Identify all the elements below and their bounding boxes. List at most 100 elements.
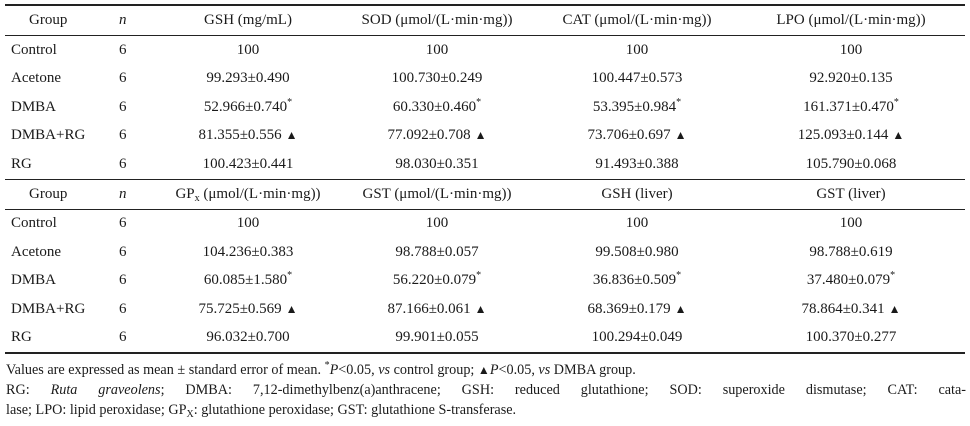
- cell-gst: 56.220±0.079*: [337, 267, 537, 296]
- footnote-text: lase; LPO: lipid peroxidase; GP: [6, 402, 187, 418]
- footnote-text: DMBA group.: [550, 362, 636, 378]
- cell-value: 73.706±0.697: [587, 127, 671, 144]
- cell-cat: 100.447±0.573: [591, 70, 683, 87]
- cell-gsh-liver: 100.294±0.049: [537, 323, 737, 354]
- table-row: Acetone 6 99.293±0.490 100.730±0.249 100…: [5, 65, 965, 94]
- cell-lpo: 161.371±0.470*: [737, 93, 965, 122]
- cell-value: 161.371±0.470: [803, 98, 894, 115]
- cell-gsh: 100.423±0.441: [202, 155, 294, 172]
- cell-value: 87.166±0.061: [387, 300, 471, 317]
- triangle-icon: ▲: [474, 301, 487, 316]
- footnote-text: RG:: [6, 382, 51, 398]
- vs-text: vs: [538, 362, 551, 378]
- cell-cat: 73.706±0.697 ▲: [537, 122, 737, 151]
- cell-value: 53.395±0.984: [592, 98, 677, 115]
- cell-n: 6: [119, 215, 127, 232]
- cell-n: 6: [119, 127, 127, 144]
- header-gsh-liver: GSH (liver): [537, 178, 737, 210]
- cell-gpx: 75.725±0.569 ▲: [159, 295, 337, 324]
- footnote-abbreviations: RG: Ruta graveolens; DMBA: 7,12-dimethyl…: [6, 380, 966, 400]
- p-symbol: P: [329, 362, 339, 378]
- footnote-text: ; DMBA: 7,12-dimethylbenz(a)anthracene; …: [160, 382, 966, 398]
- cell-gpx: 100: [236, 215, 260, 232]
- table-row: DMBA 6 52.966±0.740* 60.330±0.460* 53.39…: [5, 93, 965, 122]
- cell-gst-liver: 100: [839, 215, 863, 232]
- table-footnotes: Values are expressed as mean ± standard …: [5, 360, 966, 420]
- triangle-icon: ▲: [892, 128, 905, 143]
- header-sod: SOD (μmol/(L·min·mg)): [337, 4, 537, 36]
- footnote-text: : glutathione peroxidase; GST: glutathio…: [193, 402, 517, 418]
- cell-sod: 60.330±0.460*: [337, 93, 537, 122]
- cell-sod: 100: [425, 41, 449, 58]
- cell-gpx: 104.236±0.383: [202, 243, 294, 260]
- header-n: n: [117, 178, 159, 210]
- header-gst: GST (μmol/(L·min·mg)): [337, 178, 537, 210]
- cell-group: DMBA+RG: [11, 127, 86, 144]
- header-group: Group: [5, 178, 117, 210]
- cell-group: RG: [11, 155, 32, 172]
- cell-value: 68.369±0.179: [587, 300, 671, 317]
- table-header-row: Group n GPx (μmol/(L·min·mg)) GST (μmol/…: [5, 178, 965, 210]
- header-gst-liver: GST (liver): [737, 178, 965, 210]
- footnote-abbreviations-cont: lase; LPO: lipid peroxidase; GPX: glutat…: [6, 400, 966, 420]
- cell-group: RG: [5, 323, 117, 354]
- cell-group: DMBA: [11, 98, 57, 115]
- table-row: Control 6 100 100 100 100: [5, 209, 965, 238]
- significance-asterisk: *: [324, 360, 330, 371]
- cell-n: 6: [119, 243, 127, 260]
- table-row: Acetone 6 104.236±0.383 98.788±0.057 99.…: [5, 238, 965, 267]
- cell-gst-liver: 100.370±0.277: [737, 323, 965, 354]
- cell-value: 75.725±0.569: [198, 300, 282, 317]
- triangle-icon: ▲: [477, 363, 490, 377]
- table-row: Control 6 100 100 100 100: [5, 36, 965, 65]
- cell-value: 37.480±0.079: [806, 272, 891, 289]
- cell-gsh-liver: 99.508±0.980: [595, 243, 679, 260]
- header-lpo: LPO (μmol/(L·min·mg)): [737, 4, 965, 36]
- cell-gpx: 60.085±1.580*: [159, 267, 337, 296]
- cell-group: DMBA+RG: [11, 300, 86, 317]
- cell-group: Acetone: [11, 70, 61, 87]
- significance-asterisk: *: [893, 96, 899, 108]
- table-row: RG 6 100.423±0.441 98.030±0.351 91.493±0…: [5, 150, 965, 179]
- triangle-icon: ▲: [285, 301, 298, 316]
- cell-group: Control: [11, 41, 57, 58]
- triangle-icon: ▲: [474, 128, 487, 143]
- table-row: DMBA+RG 6 81.355±0.556 ▲ 77.092±0.708 ▲ 73…: [5, 122, 965, 151]
- cell-gst: 98.788±0.057: [395, 243, 479, 260]
- cell-n: 6: [117, 323, 159, 354]
- cell-value: 125.093±0.144: [797, 127, 889, 144]
- footnote-subscript: X: [186, 409, 194, 420]
- cell-lpo: 125.093±0.144 ▲: [737, 122, 965, 151]
- cell-sod: 77.092±0.708 ▲: [337, 122, 537, 151]
- significance-asterisk: *: [287, 270, 293, 282]
- cell-n: 6: [119, 41, 127, 58]
- cell-n: 6: [119, 155, 127, 172]
- footnote-statistics: Values are expressed as mean ± standard …: [6, 360, 966, 380]
- significance-asterisk: *: [476, 96, 482, 108]
- header-cat: CAT (μmol/(L·min·mg)): [537, 4, 737, 36]
- cell-gst-liver: 98.788±0.619: [809, 243, 893, 260]
- cell-cat: 100: [625, 41, 649, 58]
- header-gpx-sub: x: [194, 192, 200, 204]
- cell-lpo: 100: [839, 41, 863, 58]
- cell-value: 36.836±0.509: [592, 272, 677, 289]
- cell-value: 77.092±0.708: [387, 127, 471, 144]
- cell-group: DMBA: [11, 272, 57, 289]
- cell-gst-liver: 37.480±0.079*: [737, 267, 965, 296]
- species-name: Ruta graveolens: [50, 382, 161, 398]
- cell-value: 52.966±0.740: [203, 98, 288, 115]
- footnote-text: Values are expressed as mean ± standard …: [6, 362, 325, 378]
- triangle-icon: ▲: [888, 301, 901, 316]
- footnote-text: <0.05,: [498, 362, 539, 378]
- cell-sod: 98.030±0.351: [395, 155, 479, 172]
- cell-n: 6: [119, 272, 127, 289]
- cell-gsh-liver: 100: [625, 215, 649, 232]
- cell-gst-liver: 78.864±0.341 ▲: [737, 295, 965, 324]
- significance-asterisk: *: [890, 270, 896, 282]
- cell-value: 60.330±0.460: [392, 98, 477, 115]
- triangle-icon: ▲: [674, 128, 687, 143]
- cell-gpx: 96.032±0.700: [159, 323, 337, 354]
- triangle-icon: ▲: [285, 128, 298, 143]
- header-gpx-unit: (μmol/(L·min·mg)): [199, 185, 321, 202]
